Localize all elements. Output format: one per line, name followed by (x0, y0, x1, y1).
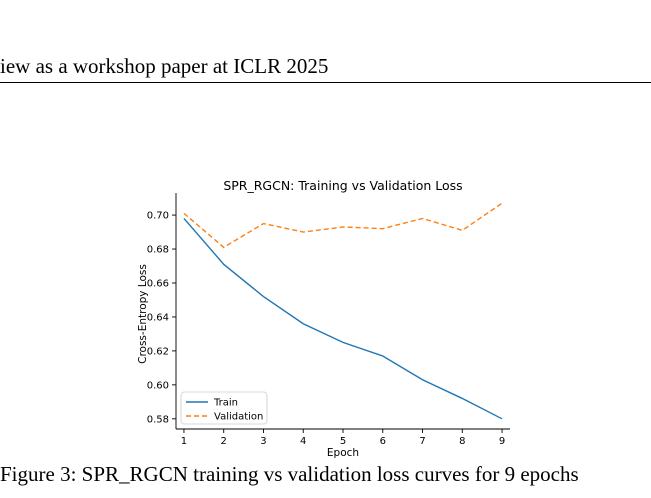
y-tick-label: 0.70 (147, 211, 169, 222)
chart-legend: Train Validation (180, 391, 268, 425)
y-tick-label: 0.64 (147, 312, 169, 323)
x-tick-label: 1 (181, 436, 187, 447)
figure-caption: Figure 3: SPR_RGCN training vs validatio… (0, 462, 579, 486)
x-tick-label: 5 (340, 436, 346, 447)
chart-series (183, 202, 503, 420)
chart-axes: 1 2 3 4 5 6 7 8 9 0.58 0.60 0.62 0.64 0.66 0.68 0.70 (147, 193, 510, 447)
legend-label: Train (213, 398, 238, 409)
x-axis-label: Epoch (327, 447, 359, 459)
x-tick-label: 4 (300, 436, 306, 447)
series-line-validation (183, 202, 503, 249)
chart-title: SPR_RGCN: Training vs Validation Loss (223, 178, 462, 193)
y-axis-label: Cross-Entropy Loss (137, 264, 149, 364)
header-rule (0, 82, 651, 83)
y-tick-label: 0.60 (147, 380, 169, 391)
y-tick-label: 0.66 (147, 278, 169, 289)
x-tick-label: 2 (221, 436, 227, 447)
legend-label: Validation (214, 412, 263, 423)
x-tick-label: 9 (499, 436, 505, 447)
x-tick-label: 7 (419, 436, 425, 447)
x-tick-label: 8 (459, 436, 465, 447)
series-line-train (183, 218, 503, 420)
x-tick-label: 6 (380, 436, 386, 447)
x-tick-label: 3 (260, 436, 266, 447)
y-tick-label: 0.62 (147, 346, 169, 357)
y-tick-label: 0.68 (147, 245, 169, 256)
loss-chart: 1 2 3 4 5 6 7 8 9 0.58 0.60 0.62 0.64 0.66 0.68 0.70 Tr… (137, 178, 510, 459)
y-tick-label: 0.58 (147, 414, 169, 425)
running-header: iew as a workshop paper at ICLR 2025 (0, 54, 329, 78)
